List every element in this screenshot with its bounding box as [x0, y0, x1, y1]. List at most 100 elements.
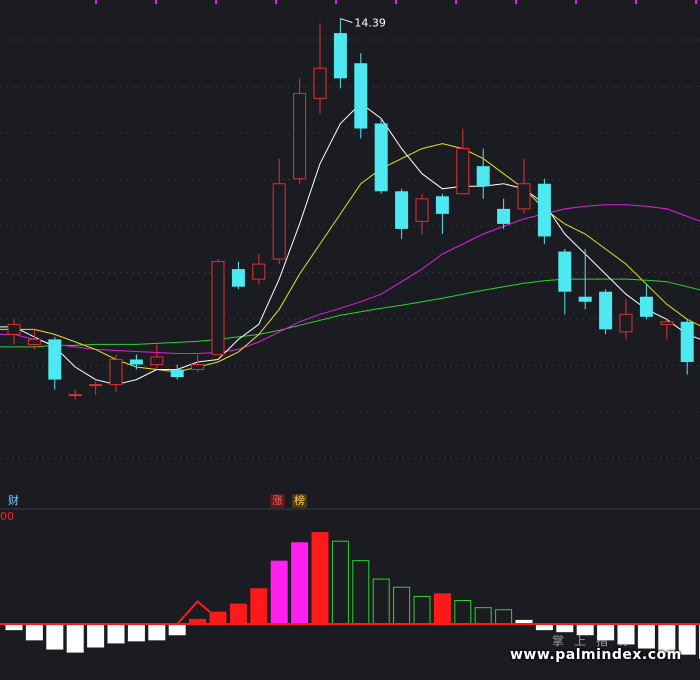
top-tick	[215, 0, 217, 4]
histogram-bar	[107, 624, 125, 644]
top-tick-marks	[95, 0, 697, 4]
candle-body	[558, 251, 572, 292]
top-tick	[95, 0, 97, 4]
candle	[497, 198, 511, 229]
histogram-bar	[372, 578, 390, 625]
candle	[272, 158, 286, 265]
signal-line	[176, 600, 219, 625]
high-price-label: 14.39	[354, 17, 386, 30]
candle-body	[599, 291, 613, 330]
histogram-bar	[66, 624, 84, 653]
candle	[517, 158, 531, 214]
histogram-bar	[311, 532, 329, 624]
candle	[639, 284, 653, 320]
high-price-annotation: 14.39	[340, 17, 386, 30]
high-price-leader	[340, 18, 353, 24]
finance-badge[interactable]: 财	[8, 494, 19, 507]
ma60-line	[0, 278, 700, 348]
candle	[7, 319, 21, 345]
candle-body	[109, 358, 123, 386]
histogram-bar	[413, 595, 431, 625]
candle-body	[354, 63, 368, 129]
candle	[456, 128, 470, 195]
candle-body	[619, 313, 633, 333]
candle	[435, 193, 449, 234]
histogram-bar	[515, 619, 533, 624]
histogram-bar	[46, 624, 64, 650]
candle	[619, 299, 633, 340]
candle	[558, 249, 572, 315]
candle	[170, 364, 184, 380]
histogram-bar	[148, 624, 166, 641]
top-tick	[575, 0, 577, 4]
candle	[313, 23, 327, 114]
candle	[537, 178, 551, 244]
candle	[293, 78, 307, 184]
histogram-bar	[189, 618, 207, 624]
histogram-bar	[576, 624, 594, 636]
top-tick	[275, 0, 277, 4]
ranking-badge[interactable]: 榜	[292, 494, 307, 508]
moving-average-lines	[0, 102, 700, 386]
candle	[150, 344, 164, 370]
top-tick	[455, 0, 457, 4]
candle	[231, 261, 245, 290]
histogram-bar	[454, 600, 472, 625]
candle-body	[272, 183, 286, 260]
top-tick	[635, 0, 637, 4]
candle-body	[48, 339, 62, 380]
histogram-bar	[229, 603, 247, 624]
candle-body	[231, 269, 245, 287]
candle	[89, 379, 103, 395]
histogram-bar	[637, 624, 655, 649]
candlestick-series	[7, 18, 694, 400]
top-tick	[335, 0, 337, 4]
candle	[252, 254, 266, 285]
candle	[48, 336, 62, 390]
candle-body	[660, 321, 674, 325]
histogram-bar	[25, 624, 43, 641]
candle-body	[129, 359, 143, 365]
histogram-bar	[678, 624, 696, 655]
histogram-bar	[433, 593, 451, 624]
candle	[129, 354, 143, 370]
indicator-value: 00	[0, 510, 14, 523]
candle-body	[252, 263, 266, 280]
top-tick	[515, 0, 517, 4]
candle	[476, 148, 490, 199]
candle-body	[374, 123, 388, 192]
candle	[578, 249, 592, 310]
candle-body	[537, 183, 551, 237]
histogram-bar	[393, 586, 411, 625]
candle-body	[639, 296, 653, 317]
ma10-line	[0, 143, 700, 373]
candle	[354, 53, 368, 139]
candle	[599, 289, 613, 335]
candle	[374, 118, 388, 194]
histogram-bar	[658, 624, 676, 653]
watermark-url: www.palmindex.com	[510, 647, 682, 663]
candle-body	[333, 33, 347, 79]
candle-body	[211, 261, 225, 355]
top-tick	[695, 0, 697, 4]
candle-body	[293, 92, 307, 180]
histogram-bar	[617, 624, 635, 645]
ma5-line	[0, 102, 700, 386]
limit-up-badge[interactable]: 涨	[270, 494, 285, 508]
candle	[211, 259, 225, 355]
histogram-bar	[291, 542, 309, 624]
candle-body	[191, 364, 205, 371]
histogram-bar	[168, 624, 186, 636]
watermark-chinese: 掌上指标	[552, 634, 641, 648]
top-tick	[395, 0, 397, 4]
candle	[109, 354, 123, 393]
top-tick	[155, 0, 157, 4]
candle-body	[150, 356, 164, 366]
candle	[415, 193, 429, 234]
histogram-bar	[270, 560, 288, 624]
histogram-bar	[250, 588, 268, 624]
histogram-bar	[5, 624, 23, 631]
candle-body	[27, 338, 41, 345]
candle	[395, 188, 409, 239]
